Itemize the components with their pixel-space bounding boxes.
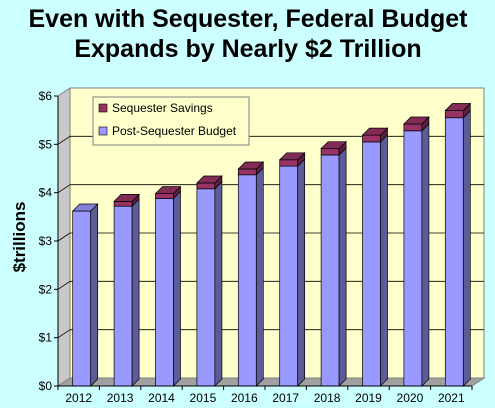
bar-top-sequester-savings-2016	[237, 161, 265, 170]
bar-post-sequester-budget-2020	[403, 130, 423, 387]
y-tick-label: $2	[39, 282, 53, 296]
gridline-side	[57, 232, 71, 242]
bar-side-post-sequester-budget-2014	[173, 190, 181, 387]
x-tick-label: 2012	[65, 391, 92, 405]
gridline-side	[57, 329, 71, 338]
bar-top-post-sequester-budget-2012	[71, 203, 99, 212]
gridline-side	[57, 184, 71, 193]
bar-post-sequester-budget-2019	[362, 141, 381, 387]
plot-area	[56, 87, 486, 387]
chart-title-line-1: Even with Sequester, Federal Budget	[28, 5, 468, 33]
gridline-side	[57, 281, 71, 290]
x-tick-label: 2020	[397, 391, 424, 405]
x-tick-label: 2016	[231, 391, 258, 405]
bar-side-post-sequester-budget-2019	[380, 134, 388, 387]
bar-sequester-savings-2015	[196, 182, 216, 190]
bar-side-post-sequester-budget-2012	[90, 203, 99, 387]
bar-post-sequester-budget-2015	[196, 188, 216, 387]
bar-post-sequester-budget-2021	[444, 117, 464, 387]
legend: Sequester Savings Post-Sequester Budget	[92, 96, 250, 146]
x-axis: 2012 2013 2014 2015 2016 2017 2018 2019 2020 2021	[57, 385, 473, 405]
bar-sequester-savings-2020	[403, 123, 423, 132]
bar-side-post-sequester-budget-2018	[338, 147, 347, 387]
bar-top-sequester-savings-2015	[196, 175, 223, 184]
x-tick-label: 2015	[190, 391, 217, 405]
chart-title-line-2: Expands by Nearly $2 Trillion	[74, 35, 421, 63]
y-tick-label: $6	[39, 89, 53, 103]
bar-top-sequester-savings-2013	[113, 194, 140, 202]
bar-post-sequester-budget-2012	[72, 210, 92, 387]
bar-sequester-savings-2016	[237, 168, 257, 176]
y-axis: $0 $1 $2 $3 $4 $5 $6	[39, 89, 59, 393]
x-tick-label: 2021	[438, 391, 465, 405]
y-tick-label: $3	[39, 234, 53, 248]
bar-sequester-savings-2017	[279, 159, 299, 167]
y-tick-label: $5	[39, 137, 53, 151]
bar-side-post-sequester-budget-2013	[131, 198, 140, 387]
bar-post-sequester-budget-2018	[320, 154, 340, 387]
bar-sequester-savings-2021	[444, 110, 464, 119]
bar-post-sequester-budget-2016	[237, 174, 257, 387]
bar-top-sequester-savings-2021	[444, 103, 472, 111]
bar-sequester-savings-2019	[362, 134, 381, 143]
x-tick-label: 2013	[107, 391, 134, 405]
bar-side-post-sequester-budget-2021	[462, 109, 471, 387]
gridline-side	[57, 136, 71, 145]
x-tick-label: 2019	[355, 391, 382, 405]
bar-sequester-savings-2014	[155, 193, 174, 199]
bar-top-sequester-savings-2020	[403, 116, 430, 125]
y-axis-label: $trillions	[10, 202, 29, 273]
bar-top-sequester-savings-2018	[320, 141, 347, 150]
legend-swatch-sequester-savings	[98, 103, 108, 113]
y-tick-label: $0	[39, 379, 53, 393]
bar-post-sequester-budget-2013	[113, 205, 133, 387]
bars	[71, 102, 472, 387]
bar-side-post-sequester-budget-2017	[297, 158, 306, 387]
bar-side-post-sequester-budget-2015	[214, 180, 223, 387]
bar-sequester-savings-2013	[113, 201, 133, 207]
legend-label-post-sequester-budget: Post-Sequester Budget	[112, 124, 237, 138]
bar-top-sequester-savings-2017	[278, 152, 306, 161]
bar-post-sequester-budget-2014	[155, 198, 174, 387]
legend-label-sequester-savings: Sequester Savings	[112, 101, 213, 115]
bar-side-post-sequester-budget-2016	[255, 166, 264, 387]
y-tick-label: $1	[39, 331, 53, 345]
x-tick-label: 2018	[314, 391, 341, 405]
legend-swatch-post-sequester-budget	[98, 126, 108, 136]
bar-top-sequester-savings-2014	[154, 186, 182, 194]
bar-sequester-savings-2018	[320, 148, 340, 156]
y-tick-label: $4	[39, 186, 53, 200]
bar-side-post-sequester-budget-2020	[421, 122, 430, 387]
x-tick-label: 2014	[148, 391, 175, 405]
legend-box	[92, 96, 250, 146]
x-tick-label: 2017	[272, 391, 299, 405]
bar-post-sequester-budget-2017	[279, 165, 299, 387]
bar-top-sequester-savings-2019	[361, 127, 389, 136]
